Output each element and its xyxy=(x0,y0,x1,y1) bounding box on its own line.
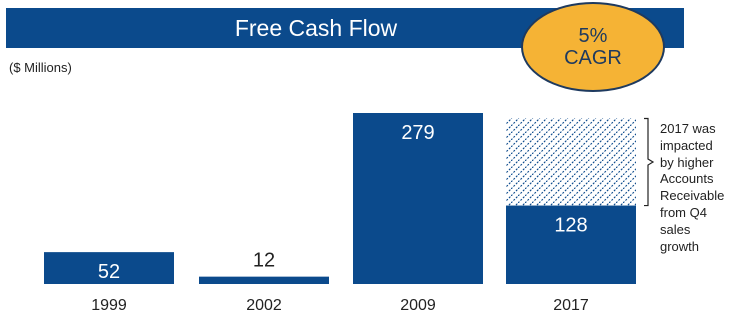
bar-2009 xyxy=(353,113,483,284)
cagr-text: 5% CAGR xyxy=(564,25,622,69)
bar-1999 xyxy=(44,252,174,284)
category-label-1999: 1999 xyxy=(91,297,127,314)
units-label: ($ Millions) xyxy=(9,60,72,75)
annotation-bracket xyxy=(644,117,655,207)
value-label-2017: 128 xyxy=(554,215,587,237)
value-label-2009: 279 xyxy=(401,122,434,144)
annotation-text: 2017 was impacted by higher Accounts Rec… xyxy=(660,121,725,254)
bar-2002 xyxy=(199,276,329,284)
labels-layer: 52 1999 12 2002 279 2009 128 2017 xyxy=(91,122,589,314)
chart-title: Free Cash Flow xyxy=(234,15,398,41)
bracket-line xyxy=(644,117,655,207)
bars-layer xyxy=(44,113,636,284)
cagr-badge: 5% CAGR xyxy=(521,2,665,92)
category-label-2002: 2002 xyxy=(246,297,282,314)
value-label-2002: 12 xyxy=(253,250,275,272)
category-label-2009: 2009 xyxy=(400,297,436,314)
bar-2017 xyxy=(506,205,636,284)
value-label-1999: 52 xyxy=(98,261,120,283)
category-label-2017: 2017 xyxy=(553,297,589,314)
hatched-extension-2017 xyxy=(506,118,636,206)
